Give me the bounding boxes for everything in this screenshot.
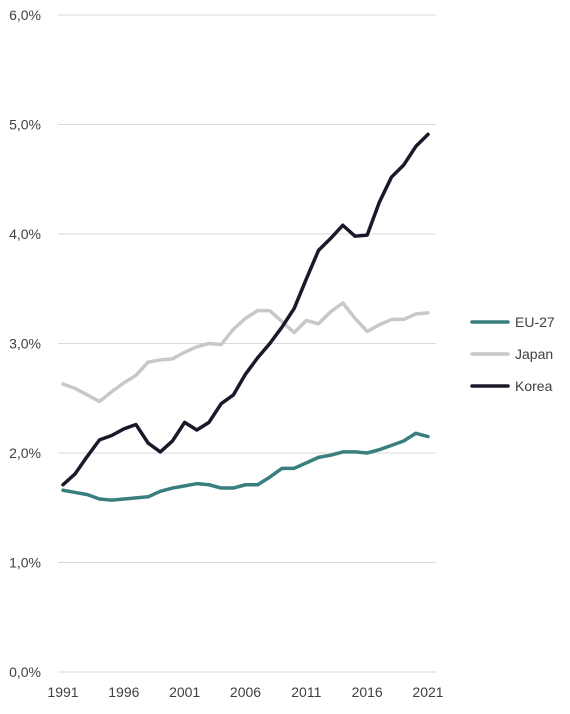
legend-label: EU-27 [515,314,555,330]
y-tick-label: 5,0% [9,117,41,133]
series-lines [61,132,430,502]
series-line-eu-27 [61,431,430,502]
x-tick-label: 2006 [230,684,261,700]
y-tick-label: 4,0% [9,226,41,242]
legend-label: Korea [515,378,553,394]
y-tick-label: 0,0% [9,664,41,680]
series-line-korea [61,132,430,487]
series-line-japan [61,301,430,404]
y-tick-label: 3,0% [9,336,41,352]
x-axis-tick-labels: 1991 1996 2001 2006 2011 2016 2021 [47,684,443,700]
x-tick-label: 1996 [108,684,139,700]
gridlines [58,14,436,673]
x-tick-label: 2021 [412,684,443,700]
x-tick-label: 1991 [47,684,78,700]
y-axis-tick-labels: 0,0% 1,0% 2,0% 3,0% 4,0% 5,0% 6,0% [9,7,41,680]
x-tick-label: 2011 [291,684,321,700]
legend-label: Japan [515,346,553,362]
y-tick-label: 6,0% [9,7,41,23]
x-tick-label: 2016 [352,684,383,700]
x-tick-label: 2001 [169,684,200,700]
legend: EU-27 Japan Korea [470,314,555,394]
y-tick-label: 2,0% [9,445,41,461]
y-tick-label: 1,0% [9,555,41,571]
